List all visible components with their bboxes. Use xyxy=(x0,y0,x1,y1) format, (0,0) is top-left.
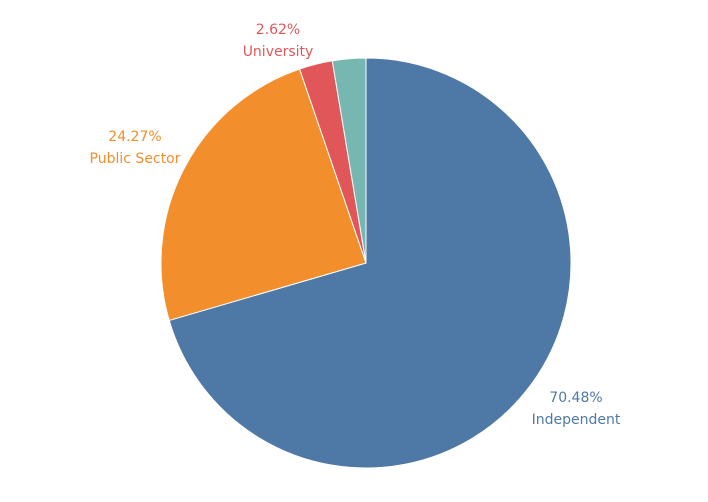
slice-category-label: Public Sector xyxy=(90,151,181,167)
slice-category-label: Independent xyxy=(532,412,621,428)
slice-value-label: 2.62% xyxy=(256,22,300,38)
slice-value-label: 24.27% xyxy=(108,129,161,145)
pie-slice-independent xyxy=(168,57,572,469)
pie-slice-other xyxy=(331,57,367,264)
pie-slices xyxy=(160,57,572,469)
slice-category-label: University xyxy=(243,44,314,60)
pie-labels: 70.48% Independent 24.27% Public Sector 2.62… xyxy=(90,22,621,428)
pie-slice-public-sector xyxy=(160,68,367,322)
slice-value-label: 70.48% xyxy=(549,390,602,406)
